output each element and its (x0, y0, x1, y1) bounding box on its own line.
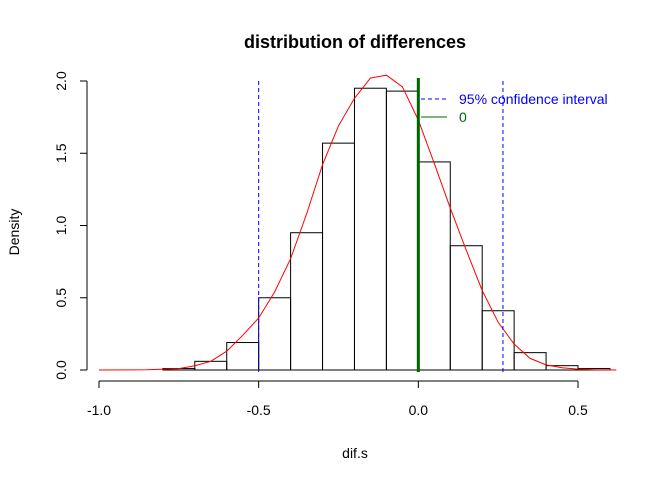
histogram-bar-11 (513, 352, 547, 371)
histogram-bar-8 (417, 161, 451, 371)
x-axis-label: dif.s (342, 445, 368, 461)
y-tick-label-2: 1.0 (53, 216, 69, 236)
y-axis-label: Density (6, 209, 22, 256)
y-tick-label-4: 2.0 (53, 71, 69, 91)
histogram-bar-6 (353, 87, 387, 371)
x-axis: -1.0 -0.5 0.0 0.5 (87, 380, 588, 418)
histogram-bar-7 (385, 90, 419, 371)
y-tick-label-0: 0.0 (53, 360, 69, 380)
histogram-bar-4 (290, 232, 324, 371)
x-tick-label-2: 0.0 (409, 402, 429, 418)
reference-lines (258, 78, 504, 372)
x-tick-label-1: -0.5 (247, 402, 271, 418)
x-tick-label-3: 0.5 (568, 402, 588, 418)
legend-label-1: 0 (459, 109, 467, 125)
density-curve-group (98, 74, 617, 371)
y-axis: 0.0 0.5 1.0 1.5 2.0 (53, 71, 88, 380)
histogram-bars (162, 87, 611, 371)
chart-title: distribution of differences (244, 32, 466, 52)
y-tick-label-3: 1.5 (53, 143, 69, 163)
histogram-bar-10 (481, 310, 515, 371)
histogram-bar-1 (194, 360, 228, 371)
y-tick-label-1: 0.5 (53, 288, 69, 308)
histogram-bar-5 (322, 142, 355, 371)
histogram-bar-12 (545, 365, 579, 371)
density-curve (98, 74, 617, 371)
histogram-bar-3 (258, 297, 292, 371)
x-tick-label-0: -1.0 (87, 402, 111, 418)
legend-label-0: 95% confidence interval (459, 91, 608, 107)
legend: 95% confidence interval 0 (421, 91, 608, 125)
histogram-bar-9 (449, 245, 483, 371)
